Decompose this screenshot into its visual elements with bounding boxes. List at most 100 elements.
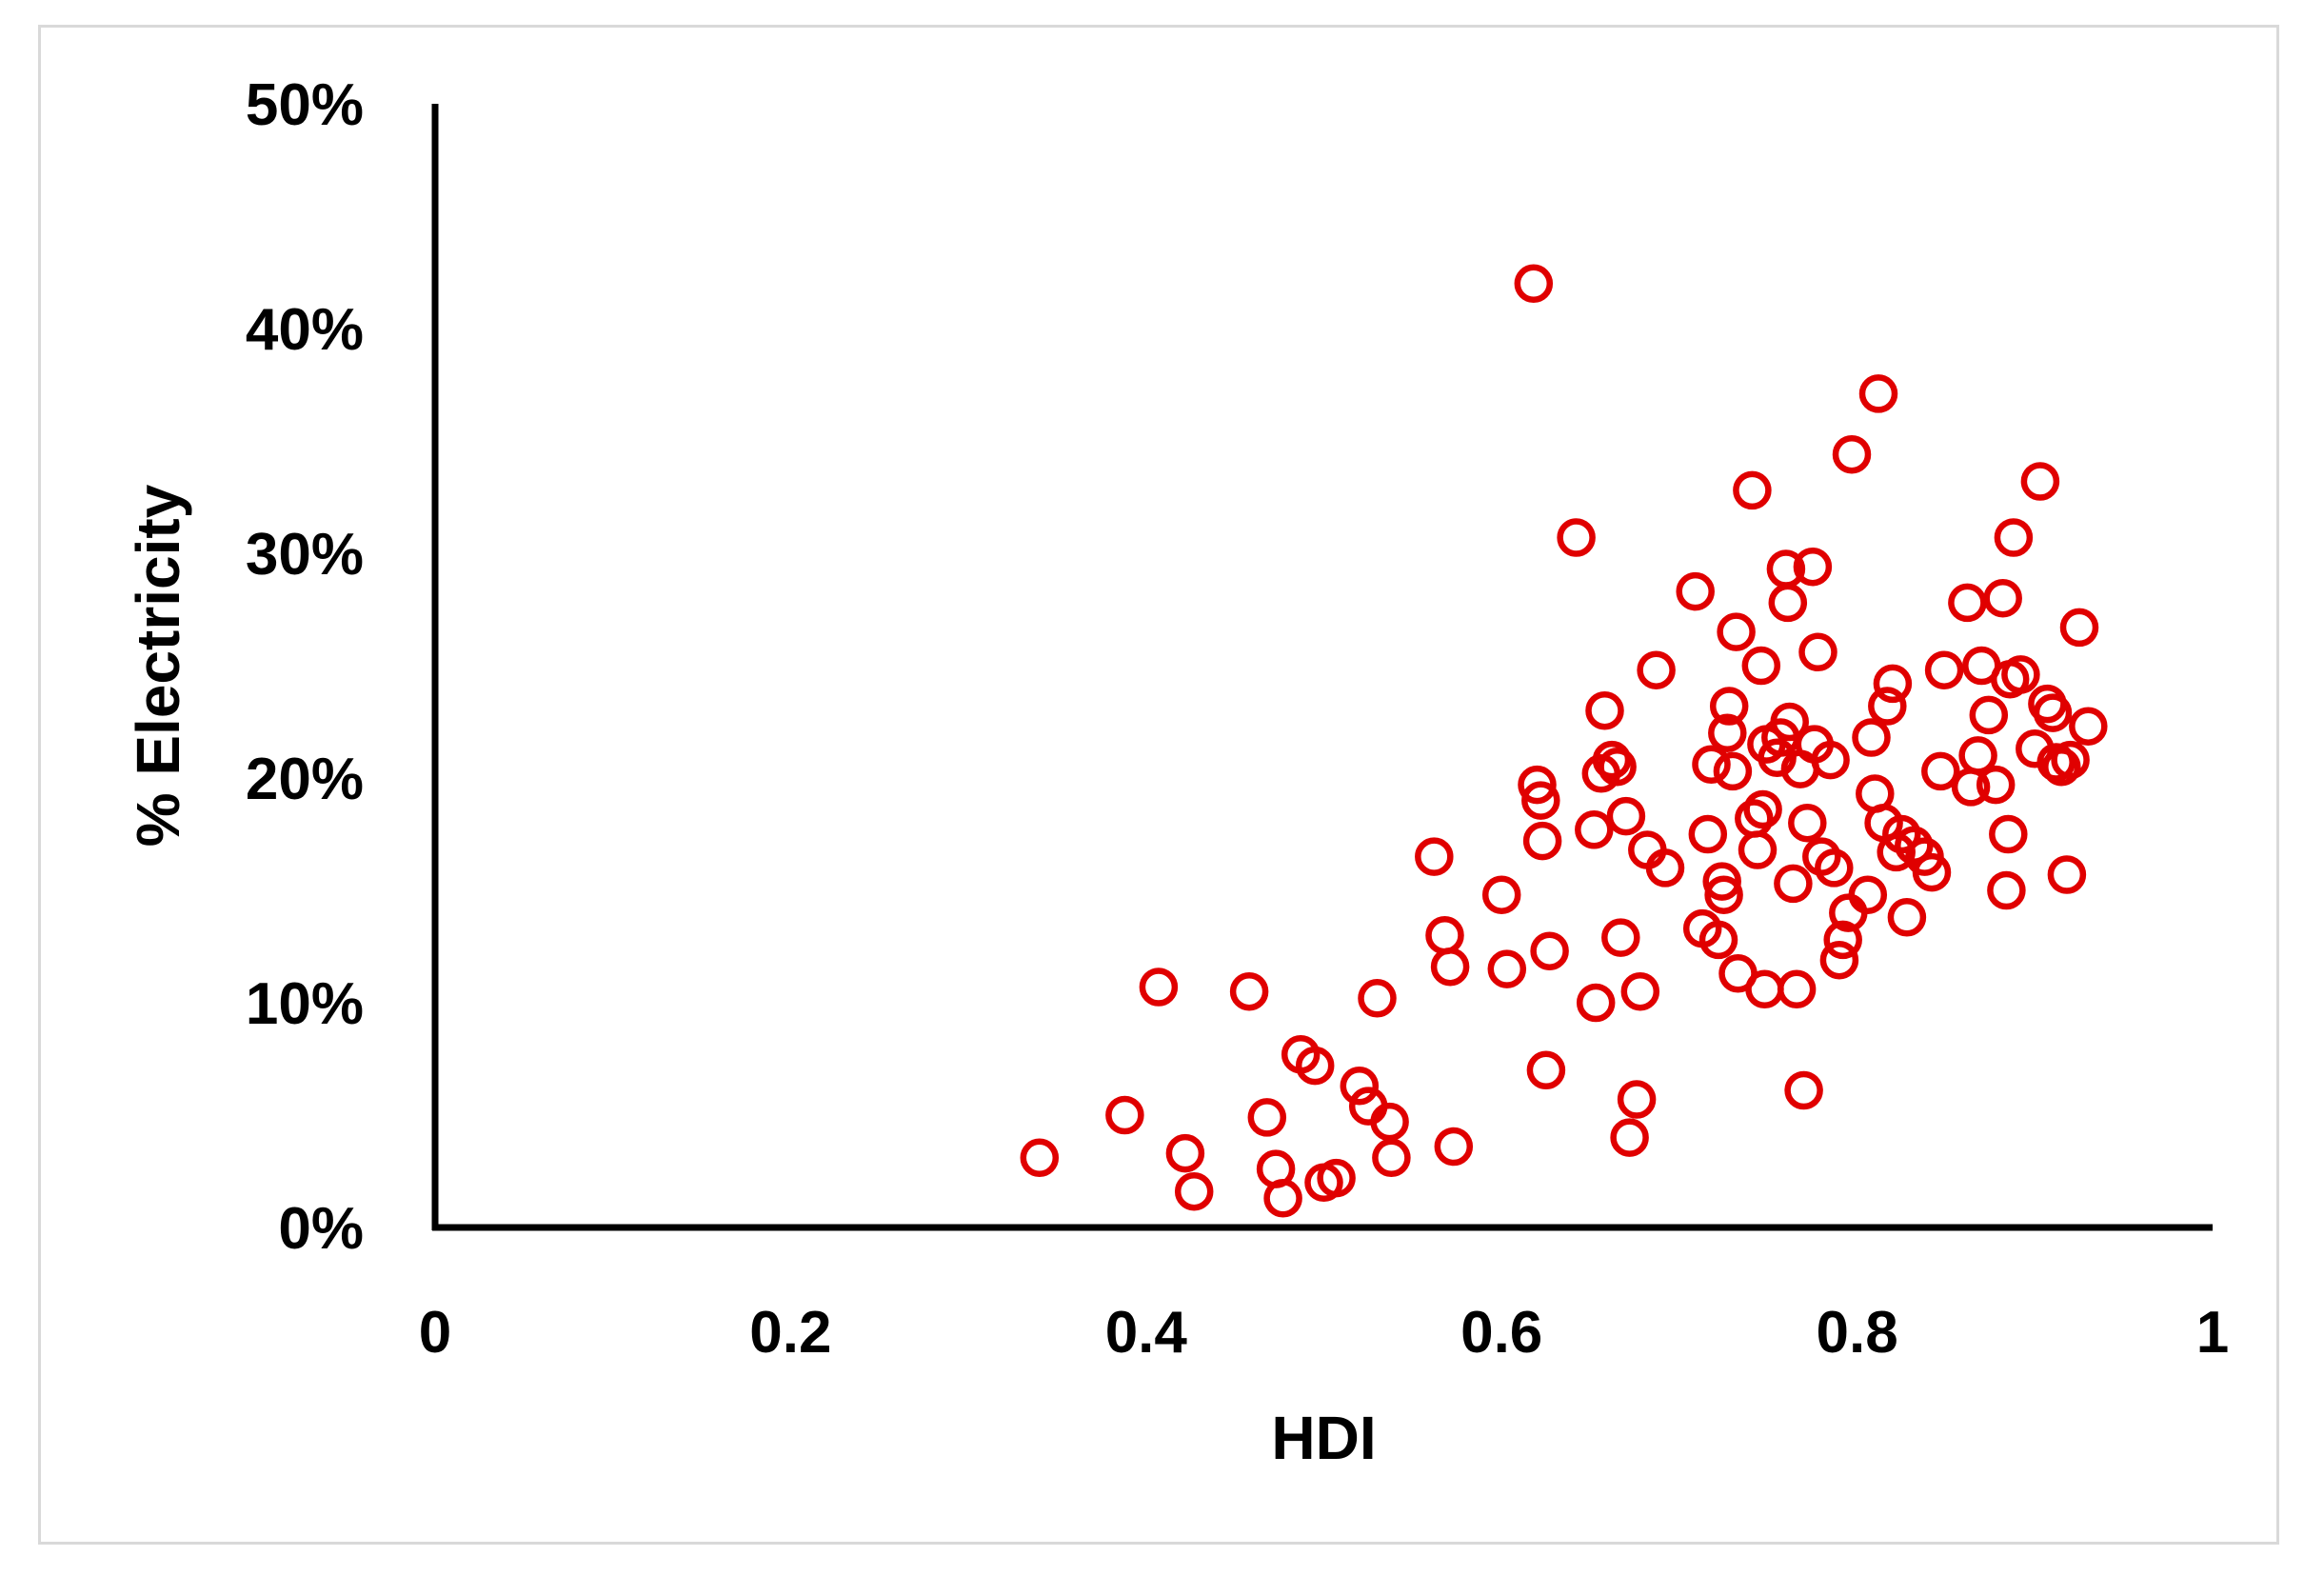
y-tick-label: 10% bbox=[246, 971, 364, 1037]
data-point bbox=[1358, 979, 1397, 1018]
data-point bbox=[1526, 1050, 1566, 1090]
data-point bbox=[2042, 747, 2081, 787]
data-point bbox=[1823, 920, 1862, 960]
data-point bbox=[1575, 810, 1614, 849]
y-tick-label: 20% bbox=[246, 747, 364, 812]
data-point bbox=[1811, 740, 1850, 780]
data-point bbox=[1174, 1171, 1214, 1211]
data-point bbox=[1585, 690, 1624, 730]
data-point bbox=[1645, 848, 1685, 888]
data-point bbox=[1557, 518, 1596, 557]
data-point bbox=[1858, 374, 1898, 413]
y-tick-label: 30% bbox=[246, 522, 364, 588]
data-point bbox=[1340, 1067, 1380, 1106]
data-point bbox=[1958, 736, 1997, 775]
data-point bbox=[1317, 1158, 1356, 1198]
data-point bbox=[2020, 462, 2060, 501]
data-point bbox=[1924, 650, 1964, 689]
data-point bbox=[1777, 969, 1817, 1009]
data-point bbox=[1798, 632, 1837, 672]
data-point bbox=[1692, 745, 1731, 785]
data-point bbox=[1912, 852, 1952, 892]
data-point bbox=[2047, 855, 2087, 894]
data-point bbox=[1415, 837, 1454, 876]
data-point bbox=[1989, 814, 2028, 854]
data-point bbox=[1139, 968, 1179, 1007]
data-point bbox=[1745, 969, 1784, 1009]
data-point bbox=[1688, 814, 1728, 854]
x-axis-title: HDI bbox=[1271, 1404, 1376, 1472]
axes bbox=[431, 104, 2213, 1231]
data-point bbox=[1592, 740, 1632, 780]
data-point bbox=[1815, 848, 1854, 888]
data-point bbox=[1733, 470, 1772, 510]
x-tick-labels: 0 0.2 0.4 0.6 0.8 1 bbox=[419, 1300, 2229, 1366]
data-point bbox=[1518, 765, 1557, 805]
data-point bbox=[2036, 743, 2076, 782]
data-point bbox=[1263, 1179, 1302, 1218]
y-tick-label: 40% bbox=[246, 297, 364, 363]
data-point bbox=[1717, 612, 1756, 651]
data-point bbox=[1530, 931, 1569, 970]
data-point bbox=[1229, 971, 1269, 1011]
data-point bbox=[1743, 789, 1782, 829]
data-point bbox=[1434, 1127, 1474, 1167]
data-point bbox=[1852, 718, 1891, 757]
data-point bbox=[2033, 693, 2073, 732]
data-point bbox=[1709, 687, 1749, 726]
data-point bbox=[1698, 920, 1738, 960]
chart-frame bbox=[38, 25, 2279, 1545]
data-point bbox=[1994, 518, 2034, 557]
x-tick-label: 0.8 bbox=[1816, 1300, 1897, 1366]
data-point bbox=[1165, 1133, 1205, 1173]
data-point bbox=[1704, 875, 1743, 914]
data-point bbox=[1768, 583, 1808, 623]
data-point bbox=[1020, 1138, 1060, 1178]
data-point bbox=[1610, 1118, 1649, 1157]
data-point bbox=[1295, 1046, 1335, 1086]
data-point bbox=[1576, 983, 1616, 1023]
data-point bbox=[1372, 1138, 1411, 1178]
data-point bbox=[2069, 707, 2108, 746]
y-tick-label: 0% bbox=[278, 1196, 364, 1262]
data-point bbox=[1430, 947, 1470, 987]
data-point bbox=[1832, 434, 1872, 474]
data-point bbox=[1105, 1095, 1144, 1135]
data-point bbox=[1713, 751, 1753, 791]
data-point bbox=[1921, 751, 1960, 791]
data-point bbox=[1620, 971, 1660, 1011]
data-point bbox=[1425, 915, 1464, 955]
data-point bbox=[1770, 702, 1809, 742]
y-tick-labels: 0% 10% 20% 30% 40% 50% bbox=[246, 72, 364, 1262]
data-point bbox=[1735, 799, 1774, 838]
data-point bbox=[1601, 918, 1640, 957]
data-point bbox=[1247, 1098, 1287, 1137]
data-point bbox=[1521, 781, 1560, 820]
data-point bbox=[1784, 1070, 1823, 1110]
y-tick-label: 50% bbox=[246, 72, 364, 138]
data-point bbox=[1370, 1102, 1409, 1142]
data-point bbox=[1708, 713, 1747, 753]
data-point bbox=[1676, 571, 1715, 611]
data-point bbox=[1788, 803, 1827, 843]
data-point bbox=[1617, 1080, 1657, 1119]
data-point bbox=[1481, 875, 1521, 914]
data-point bbox=[1514, 264, 1554, 304]
data-point bbox=[1487, 949, 1527, 988]
x-tick-label: 0.6 bbox=[1460, 1300, 1542, 1366]
data-point bbox=[1793, 547, 1833, 587]
data-point bbox=[2001, 655, 2040, 694]
data-point bbox=[2051, 740, 2090, 780]
data-point bbox=[1819, 940, 1859, 980]
data-point bbox=[1848, 875, 1888, 914]
data-point bbox=[1598, 747, 1637, 787]
data-point bbox=[1774, 864, 1813, 904]
data-point bbox=[1873, 664, 1913, 704]
data-point bbox=[1983, 578, 2022, 618]
data-point bbox=[1522, 821, 1562, 861]
data-points bbox=[1020, 264, 2108, 1218]
data-point bbox=[1702, 862, 1741, 901]
data-point bbox=[1877, 832, 1916, 872]
data-point bbox=[1969, 695, 2009, 735]
